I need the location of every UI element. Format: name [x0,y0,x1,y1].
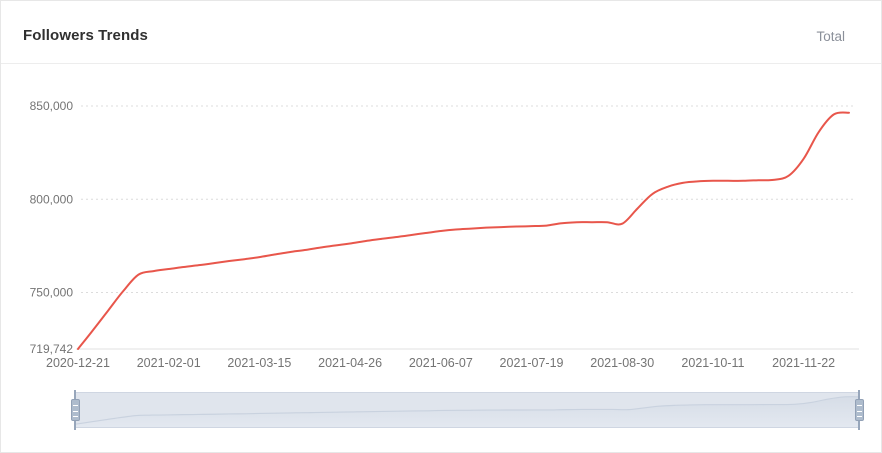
x-tick-label: 2021-03-15 [227,356,291,370]
legend-total[interactable]: Total [816,29,845,44]
datazoom-left-grip-icon[interactable] [71,399,80,421]
x-tick-label: 2021-02-01 [137,356,201,370]
grip-lines-icon [73,405,78,417]
card-header: Followers Trends Total [1,1,881,64]
datazoom-shadow-area [75,396,859,427]
x-tick-label: 2021-08-30 [590,356,654,370]
x-tick-label: 2021-07-19 [500,356,564,370]
datazoom-shadow-chart [75,396,859,427]
x-tick-label: 2021-10-11 [681,356,744,370]
grip-lines-icon [857,405,862,417]
datazoom-shadow-line [75,396,859,425]
total-series-line[interactable] [77,111,850,350]
page-title: Followers Trends [23,27,148,44]
y-tick-label: 850,000 [30,99,74,113]
y-tick-label: 750,000 [30,286,74,300]
x-tick-label: 2020-12-21 [46,356,110,370]
y-tick-label: 719,742 [30,342,74,356]
datazoom-slider[interactable] [71,390,864,430]
x-tick-label: 2021-06-07 [409,356,473,370]
datazoom-right-grip-icon[interactable] [855,399,864,421]
x-tick-label: 2021-04-26 [318,356,382,370]
followers-line-chart: 719,742 750,000 800,000 850,000 2020-12-21 20… [30,99,859,370]
x-tick-label: 2021-11-22 [772,356,835,370]
y-tick-label: 800,000 [30,192,74,206]
